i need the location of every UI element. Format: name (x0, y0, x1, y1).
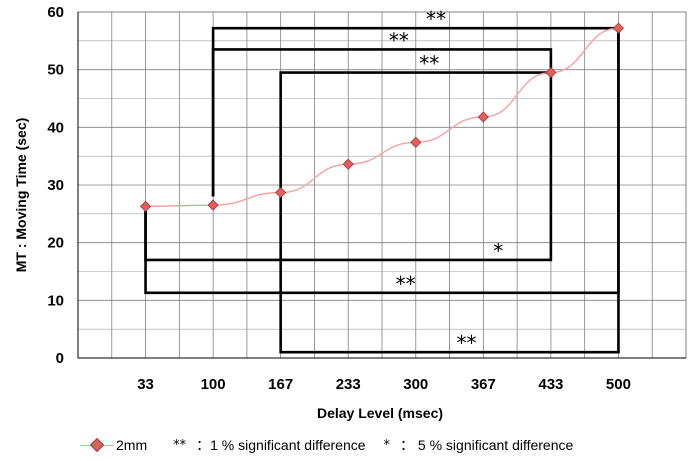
legend-single-star: * (383, 437, 391, 453)
significance-mark: * (493, 239, 503, 263)
y-axis-ticks: 0 10 20 30 40 50 60 (47, 4, 64, 367)
data-point (275, 186, 287, 199)
significance-bracket (279, 71, 551, 197)
y-tick-label: 30 (47, 177, 64, 194)
significance-bracket (211, 48, 553, 197)
data-point (207, 199, 219, 211)
legend-series-label: 2mm (116, 437, 148, 453)
x-tick-label: 100 (201, 376, 226, 393)
data-point (612, 22, 625, 34)
x-tick-label: 33 (137, 376, 154, 393)
significance-mark: ** (456, 331, 476, 355)
x-tick-label: 367 (471, 376, 496, 393)
x-tick-label: 233 (336, 376, 361, 393)
y-tick-label: 50 (47, 62, 64, 79)
legend-double-star: ** (173, 437, 187, 453)
data-point (342, 158, 354, 170)
x-axis-ticks: 33 100 167 233 300 367 433 500 (137, 376, 631, 393)
y-tick-label: 10 (47, 292, 64, 309)
x-tick-label: 433 (538, 376, 563, 393)
legend-marker-2mm (80, 437, 114, 453)
series-2mm (139, 22, 625, 212)
significance-brackets: *********** (144, 7, 620, 355)
y-tick-label: 0 (56, 350, 64, 367)
data-point (139, 200, 152, 212)
grid (77, 11, 687, 359)
significance-bracket (279, 28, 620, 354)
y-tick-label: 20 (47, 235, 64, 252)
significance-mark: ** (426, 7, 446, 31)
y-tick-label: 60 (47, 4, 64, 21)
significance-mark: ** (389, 28, 409, 52)
data-point (477, 111, 489, 123)
legend: 2mm ** ：1 % significant difference * ： 5… (80, 434, 591, 456)
y-tick-label: 40 (47, 119, 64, 136)
x-axis-title: Delay Level (msec) (317, 405, 443, 421)
data-point (545, 66, 557, 79)
significance-mark: ** (419, 52, 439, 76)
x-tick-label: 167 (268, 376, 293, 393)
y-axis-title: MT : Moving Time (sec) (13, 118, 29, 273)
significance-mark: ** (396, 272, 416, 296)
legend-double-star-text: ：1 % significant difference (196, 437, 366, 453)
legend-single-star-text: ： 5 % significant difference (400, 437, 574, 453)
data-point (410, 136, 422, 148)
x-tick-label: 500 (606, 376, 631, 393)
x-tick-label: 300 (403, 376, 428, 393)
